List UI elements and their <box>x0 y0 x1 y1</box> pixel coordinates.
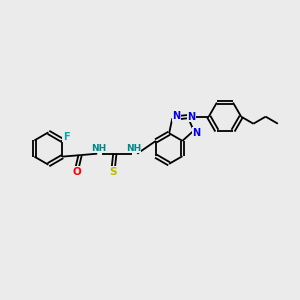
Text: O: O <box>73 167 82 177</box>
Text: NH: NH <box>91 144 106 153</box>
Text: N: N <box>172 112 181 122</box>
Text: N: N <box>188 112 196 122</box>
Text: S: S <box>110 167 117 177</box>
Text: NH: NH <box>126 144 141 153</box>
Text: F: F <box>63 132 70 142</box>
Text: N: N <box>192 128 200 138</box>
